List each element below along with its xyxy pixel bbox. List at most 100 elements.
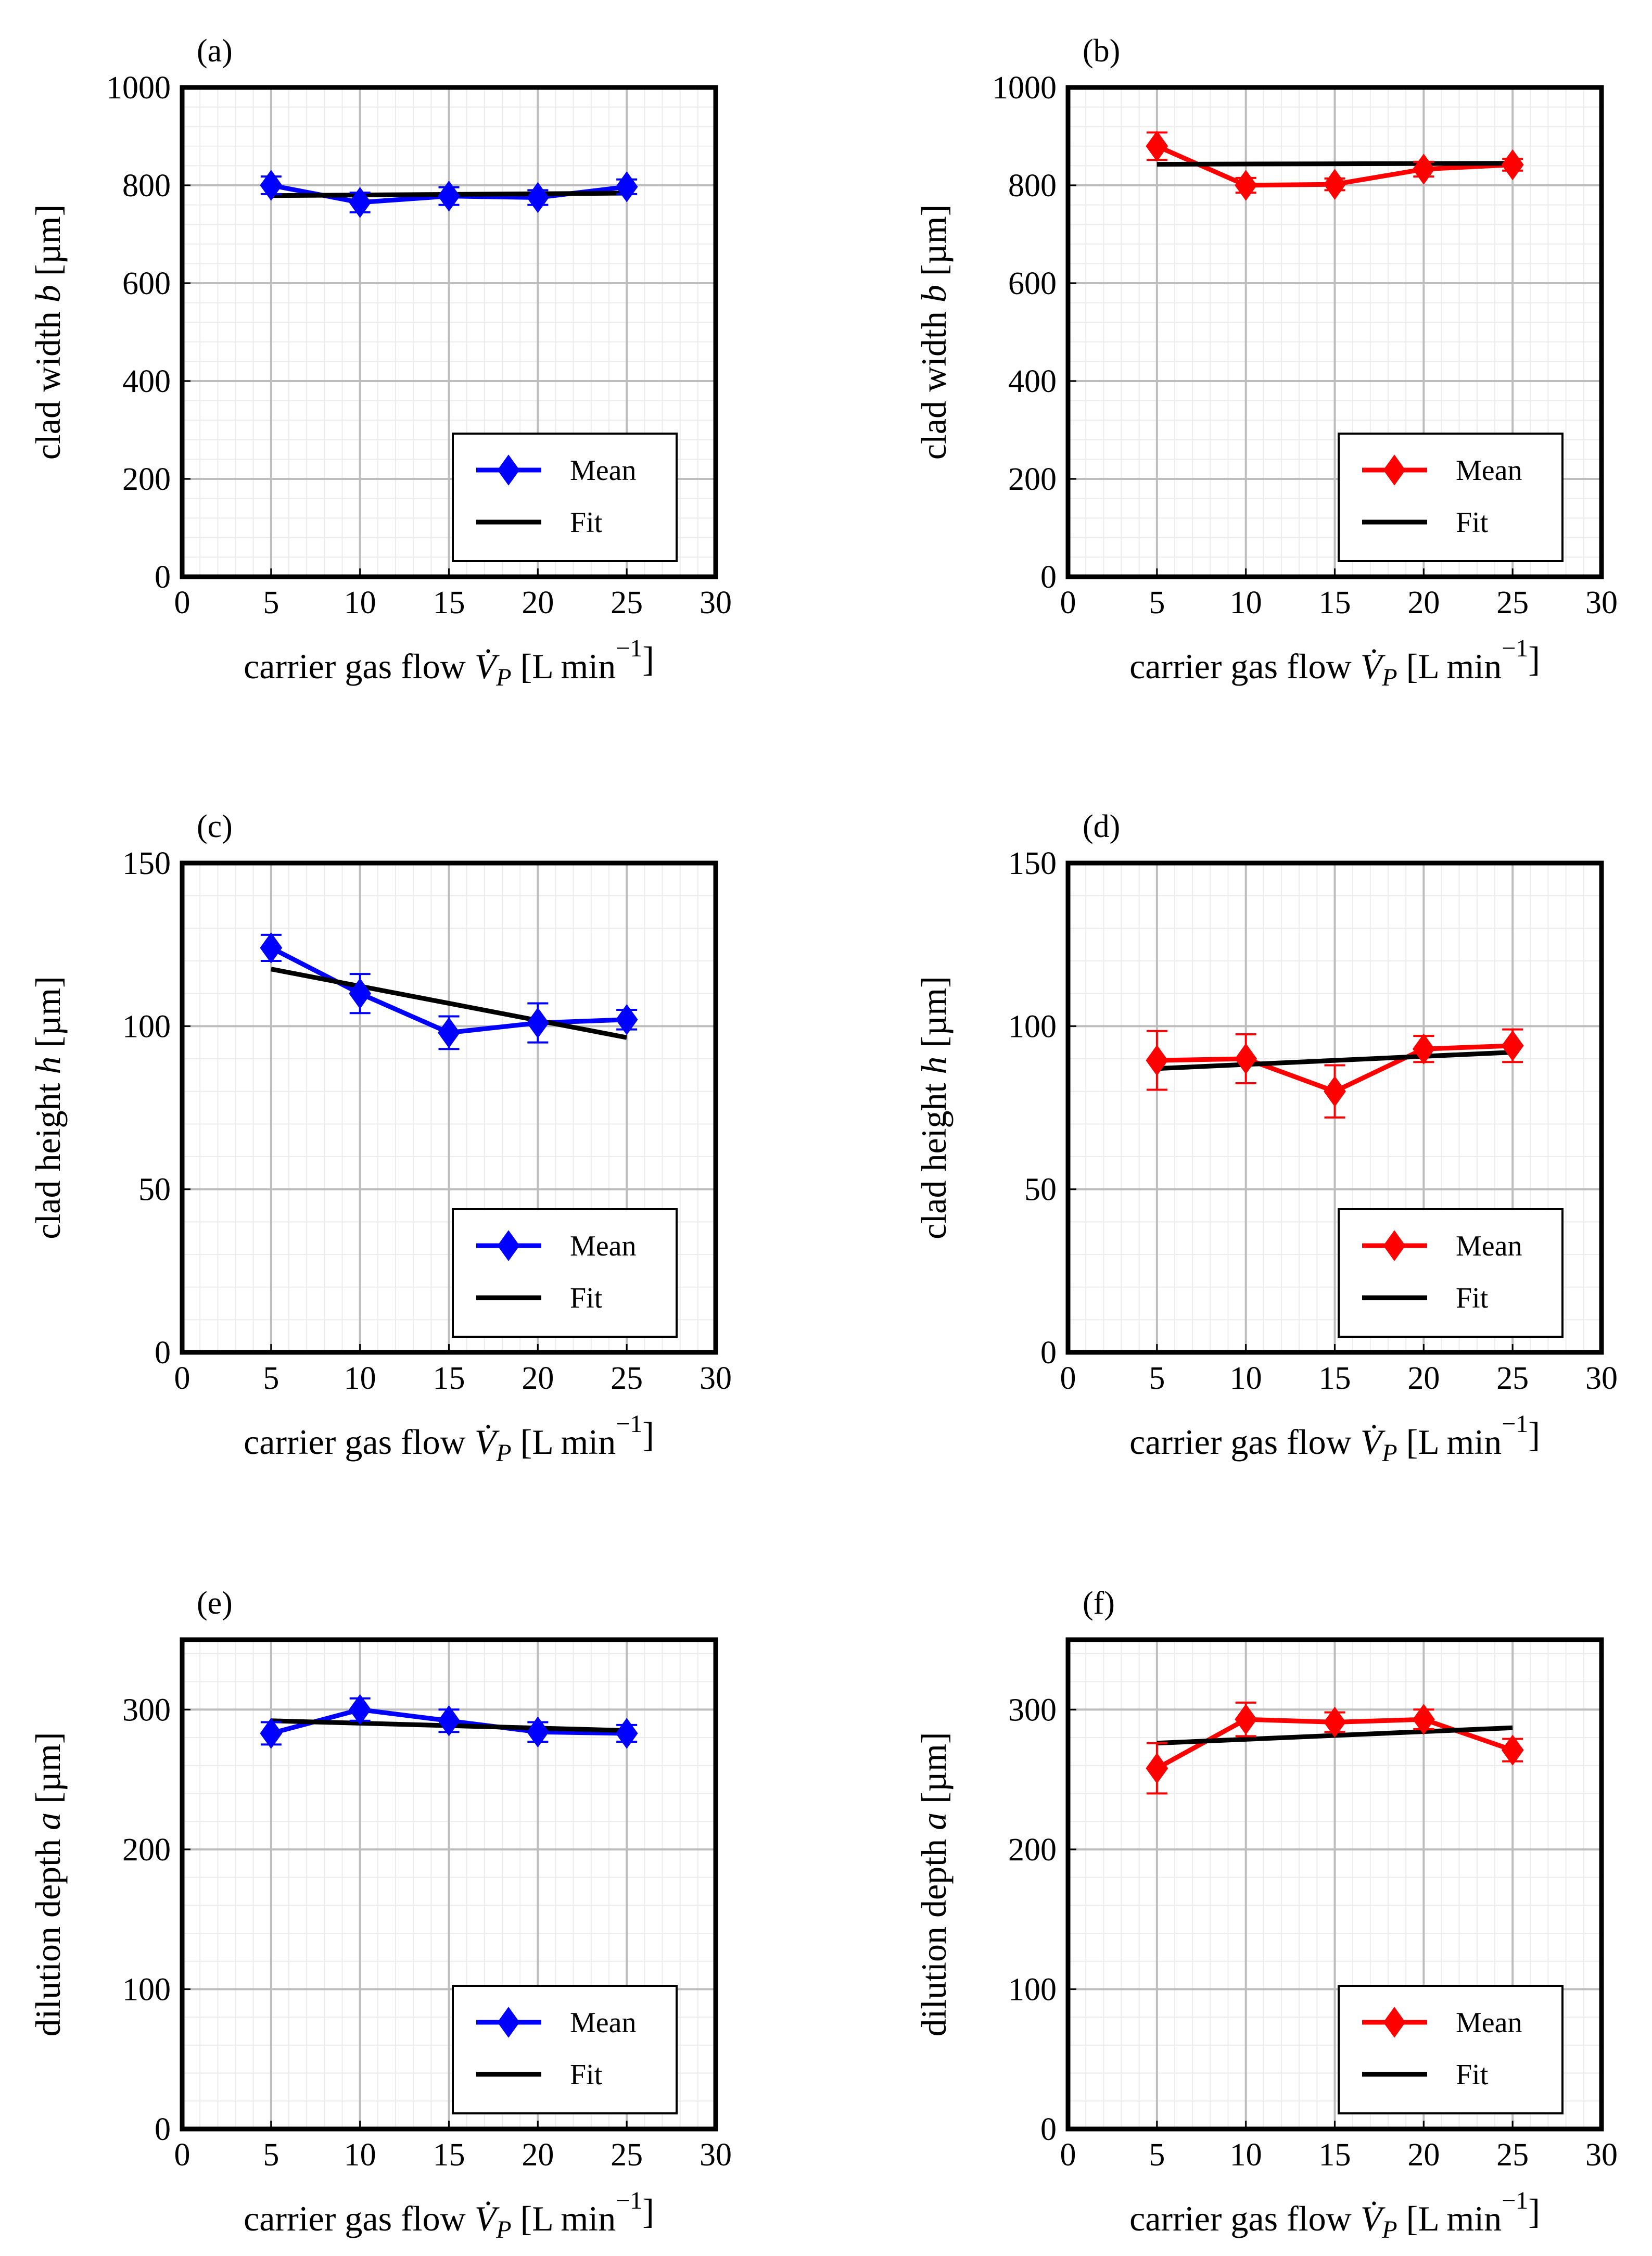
mean-point-marker	[1324, 1706, 1346, 1738]
mean-point-marker	[1235, 1704, 1257, 1735]
x-tick-label: 30	[700, 2137, 732, 2173]
legend: Mean Fit	[452, 1985, 678, 2114]
x-axis-label-part: −1	[616, 635, 642, 662]
x-axis-label-part: carrier gas flow	[1129, 1422, 1361, 1462]
x-axis-label-part: V̇	[1361, 2199, 1386, 2238]
x-tick-label: 10	[1230, 1361, 1262, 1396]
y-axis-label-part: [µm]	[28, 205, 68, 285]
chart-panel-2: 0 5 10 15 20 25 30 0 200 400 600 800 1000 Mean Fit (b) c…	[914, 33, 1618, 691]
x-tick-label: 15	[433, 2137, 465, 2173]
y-axis-label: clad width b [µm]	[28, 205, 68, 460]
x-tick-label: 0	[1060, 1361, 1076, 1396]
y-tick-label: 200	[122, 462, 171, 497]
x-axis-label-part: [L min	[1397, 2199, 1502, 2238]
x-tick-label: 20	[1407, 585, 1440, 620]
mean-point-marker	[349, 187, 372, 218]
y-tick-label: 300	[1008, 1692, 1057, 1728]
legend-mean-marker	[497, 1230, 520, 1261]
y-tick-label: 0	[155, 560, 171, 595]
x-axis-label-part: carrier gas flow	[244, 2199, 475, 2238]
x-tick-label: 30	[1585, 1361, 1618, 1396]
x-tick-label: 0	[174, 1361, 190, 1396]
x-tick-label: 15	[1319, 585, 1351, 620]
x-axis-label-part: V̇	[475, 2199, 500, 2238]
y-tick-label: 150	[122, 846, 171, 881]
x-tick-label: 25	[611, 2137, 643, 2173]
y-axis-label-part: [µm]	[28, 976, 68, 1056]
mean-point-marker	[615, 1004, 638, 1035]
x-axis-label: carrier gas flow V̇P [L min−1]	[1129, 1410, 1540, 1467]
chart-panel-3: 0 5 10 15 20 25 30 0 50 100 150 Mean Fit (c) carrier g…	[28, 809, 732, 1467]
x-tick-label: 20	[522, 2137, 554, 2173]
mean-point-marker	[1146, 131, 1168, 162]
legend-mean-marker	[497, 454, 520, 486]
x-tick-label: 25	[611, 1361, 643, 1396]
x-tick-label: 20	[522, 585, 554, 620]
mean-point-marker	[349, 978, 372, 1009]
mean-point-marker	[1324, 1075, 1346, 1107]
legend-fit-label: Fit	[570, 1282, 603, 1314]
mean-point-marker	[1412, 1033, 1435, 1064]
x-axis-label-part: P	[1381, 1439, 1397, 1467]
mean-point-marker	[438, 1017, 460, 1048]
legend-box	[452, 1985, 678, 2114]
legend-mean-label: Mean	[570, 2007, 637, 2039]
plot-frame	[180, 860, 718, 1355]
x-tick-label: 0	[1060, 585, 1076, 620]
y-axis-label-part: clad height	[28, 1074, 68, 1239]
x-tick-label: 5	[263, 1361, 279, 1396]
x-tick-label: 0	[1060, 2137, 1076, 2173]
x-tick-label: 20	[1407, 1361, 1440, 1396]
legend-mean-label: Mean	[570, 454, 637, 487]
chart-panel-5: 0 5 10 15 20 25 300100200300MeanFit(e)carrier …	[28, 1586, 732, 2244]
y-tick-label: 100	[1008, 1009, 1057, 1044]
legend-mean-label: Mean	[1456, 454, 1522, 487]
legend-mean-marker	[1383, 1230, 1406, 1261]
chart-panel-4: 0 5 10 15 20 25 30 0 50 100 150 Mean Fit (d) carrier g…	[914, 809, 1618, 1467]
legend-fit-label: Fit	[1456, 506, 1489, 539]
legend-box	[1338, 1985, 1564, 2114]
y-axis-label-part: [µm]	[914, 976, 954, 1056]
y-tick-label: 50	[138, 1172, 171, 1208]
x-axis-label-part: −1	[1502, 635, 1528, 662]
x-tick-label: 30	[1585, 585, 1618, 620]
x-axis-label-part: carrier gas flow	[1129, 2199, 1361, 2238]
y-axis-label-part: dilution depth	[28, 1830, 68, 2037]
x-axis-label-part: P	[1381, 664, 1397, 691]
x-tick-label: 10	[1230, 585, 1262, 620]
x-axis-label: carrier gas flow V̇P [L min−1]	[244, 1410, 654, 1467]
y-axis-label-part: clad width	[28, 302, 68, 460]
y-axis-label-part: clad height	[914, 1074, 954, 1239]
x-axis-label-part: [L min	[1397, 647, 1502, 686]
x-axis-label-part: P	[495, 664, 511, 691]
x-tick-label: 15	[1319, 1361, 1351, 1396]
mean-point-marker	[615, 1718, 638, 1749]
mean-point-marker	[526, 1716, 549, 1747]
y-axis-label-part: a	[914, 1813, 954, 1830]
mean-point-marker	[526, 1007, 549, 1038]
mean-point-marker	[438, 180, 460, 212]
mean-point-marker	[260, 1718, 283, 1749]
plot-frame	[1065, 860, 1604, 1355]
y-tick-label: 600	[122, 266, 171, 301]
x-tick-label: 10	[344, 1361, 376, 1396]
x-axis-label-part: V̇	[1361, 647, 1386, 686]
x-axis-label-part: V̇	[1361, 1422, 1386, 1462]
x-axis-label: carrier gas flow V̇P [L min−1]	[244, 2187, 654, 2244]
x-axis-label-part: carrier gas flow	[244, 1422, 475, 1462]
y-tick-label: 200	[1008, 1832, 1057, 1868]
x-axis-label: carrier gas flow V̇P [L min−1]	[1129, 635, 1540, 691]
x-tick-label: 10	[344, 585, 376, 620]
x-axis-label-part: ]	[642, 1415, 654, 1454]
y-axis-label-part: b	[28, 285, 68, 302]
y-tick-label: 0	[155, 1335, 171, 1371]
mean-point-marker	[1412, 154, 1435, 185]
x-axis-label: carrier gas flow V̇P [L min−1]	[244, 635, 654, 691]
mean-point-marker	[526, 182, 549, 213]
x-tick-label: 5	[263, 585, 279, 620]
panel-label: (e)	[197, 1586, 233, 1621]
mean-point-marker	[1146, 1753, 1168, 1784]
x-axis-label-part: ]	[1528, 2191, 1540, 2231]
x-tick-label: 5	[263, 2137, 279, 2173]
mean-point-marker	[349, 1694, 372, 1725]
